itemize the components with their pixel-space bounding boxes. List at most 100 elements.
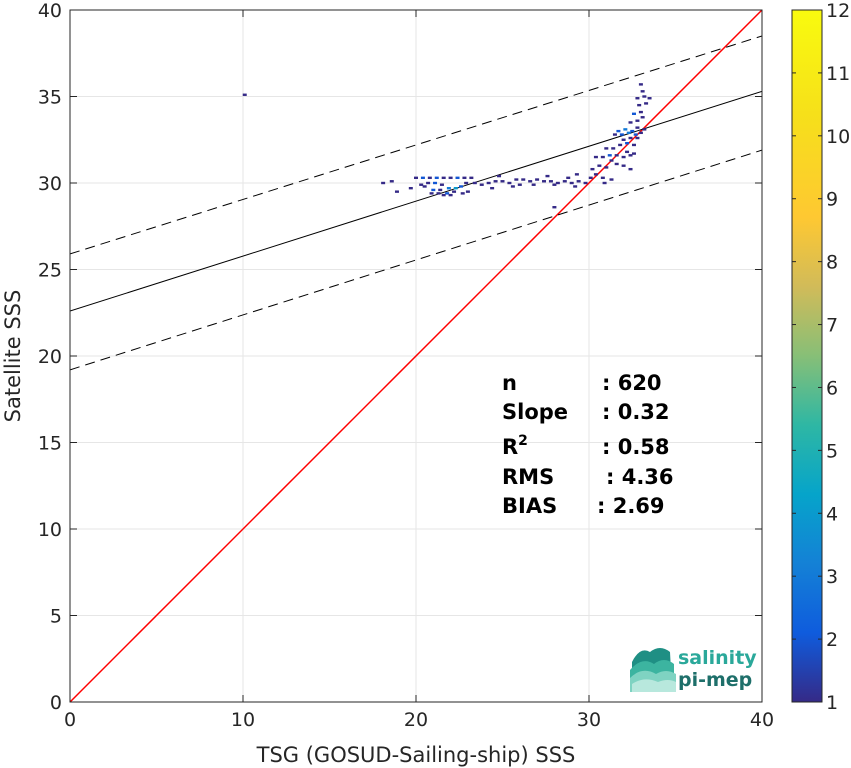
- data-point: [535, 178, 540, 181]
- y-tick-label: 0: [50, 692, 62, 714]
- data-point: [625, 142, 630, 145]
- data-point: [611, 147, 616, 150]
- data-point: [574, 173, 579, 176]
- data-point: [464, 181, 469, 185]
- logo-text-pimep: pi-mep: [678, 669, 752, 691]
- data-point: [635, 97, 640, 100]
- data-point: [452, 190, 457, 193]
- data-point: [521, 178, 526, 181]
- data-point: [640, 116, 645, 119]
- data-point: [426, 181, 431, 185]
- colorbar-tick-label: 6: [826, 377, 838, 399]
- data-point: [446, 186, 451, 190]
- logo-text-salinity: salinity: [678, 647, 757, 669]
- stat-n-value: : 620: [602, 371, 662, 395]
- colorbar-tick-label: 9: [826, 189, 838, 211]
- data-point: [569, 181, 574, 185]
- fit-line: [70, 90, 762, 312]
- fit-lines: [70, 10, 762, 702]
- data-point: [625, 150, 630, 154]
- data-point: [631, 143, 636, 147]
- data-point: [638, 131, 643, 135]
- data-point: [545, 174, 550, 178]
- y-tick-label: 5: [50, 606, 62, 628]
- data-point: [455, 176, 460, 180]
- data-point: [637, 103, 642, 107]
- x-axis-ticks: 0 10 20 30 40: [64, 10, 774, 731]
- stat-r2-value: : 0.58: [602, 435, 670, 459]
- y-tick-label: 20: [38, 346, 62, 368]
- colorbar-tick-label: 4: [826, 503, 838, 525]
- data-point: [465, 190, 470, 193]
- data-point: [419, 183, 424, 186]
- data-point: [458, 185, 463, 188]
- stat-slope-value: : 0.32: [602, 400, 670, 424]
- data-point: [609, 178, 614, 181]
- data-point: [566, 176, 571, 180]
- data-point: [604, 147, 609, 150]
- colorbar-tick-label: 5: [826, 440, 838, 462]
- colorbar-tick-label: 3: [826, 566, 838, 588]
- stat-n-label: n: [502, 371, 517, 395]
- data-point: [448, 193, 453, 197]
- stats-box: n : 620 Slope : 0.32 R2 : 0.58 RMS : 4.3…: [502, 371, 674, 518]
- stat-rms-value: : 4.36: [606, 465, 674, 489]
- x-tick-label: 10: [231, 709, 255, 731]
- x-tick-label: 40: [750, 709, 774, 731]
- logo-wave-icon: [630, 648, 676, 692]
- y-tick-label: 35: [38, 87, 62, 109]
- data-point: [552, 206, 557, 209]
- data-point: [593, 173, 598, 176]
- data-point: [628, 121, 633, 124]
- data-point: [616, 129, 621, 133]
- data-point: [612, 133, 617, 136]
- data-point: [531, 183, 536, 186]
- data-point: [439, 183, 444, 186]
- data-point: [614, 154, 619, 157]
- data-point: [600, 155, 605, 159]
- data-point: [638, 83, 643, 86]
- data-point: [493, 180, 498, 183]
- data-point: [619, 133, 624, 136]
- data-point: [562, 180, 567, 183]
- data-point: [441, 193, 446, 197]
- y-tick-label: 10: [38, 519, 62, 541]
- data-point: [635, 119, 640, 122]
- y-axis-ticks: 0 5 10 15 20 25 30 35 40: [38, 0, 762, 714]
- data-point: [628, 167, 633, 171]
- data-point: [490, 186, 495, 190]
- data-point: [647, 97, 652, 100]
- data-point: [626, 131, 631, 135]
- data-point: [427, 176, 432, 180]
- data-point: [408, 186, 413, 190]
- data-point: [593, 155, 598, 159]
- data-point: [583, 181, 588, 185]
- data-point: [548, 180, 553, 183]
- data-point: [394, 190, 399, 193]
- data-point: [472, 181, 477, 185]
- colorbar-tick-label: 10: [826, 126, 850, 148]
- stat-bias-value: : 2.69: [597, 494, 665, 518]
- colorbar-tick-label: 12: [826, 0, 850, 22]
- data-point: [542, 180, 547, 183]
- data-point: [469, 176, 474, 180]
- data-point: [638, 110, 643, 114]
- data-point: [590, 167, 595, 171]
- data-point: [479, 183, 484, 186]
- data-point: [630, 129, 635, 133]
- data-point: [517, 183, 522, 186]
- data-point: [604, 166, 609, 169]
- y-tick-label: 15: [38, 433, 62, 455]
- data-point: [631, 152, 636, 155]
- data-point: [514, 178, 519, 181]
- data-point: [420, 176, 425, 180]
- data-point: [486, 181, 491, 185]
- colorbar-tick-label: 7: [826, 315, 838, 337]
- data-point: [573, 185, 578, 188]
- data-point: [555, 181, 560, 185]
- stat-bias-label: BIAS: [502, 494, 557, 518]
- data-point: [621, 138, 626, 141]
- data-point: [436, 192, 441, 195]
- data-point: [500, 180, 505, 183]
- data-point: [389, 180, 394, 183]
